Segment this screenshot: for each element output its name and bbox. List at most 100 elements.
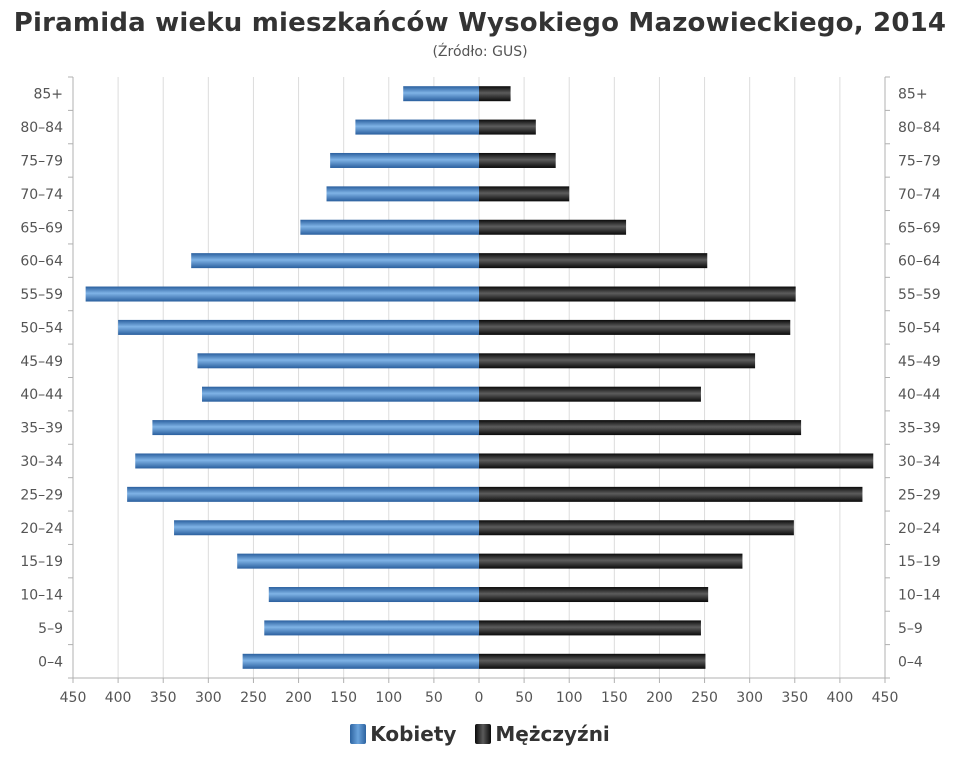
bar-female[interactable] [268, 587, 479, 603]
bar-male[interactable] [479, 620, 701, 636]
bar-male[interactable] [479, 253, 708, 269]
y-tick-label-right: 75–79 [898, 153, 941, 169]
y-tick-label-left: 40–44 [20, 387, 63, 403]
bar-female[interactable] [355, 119, 479, 135]
legend-label-female: Kobiety [370, 722, 457, 746]
bar-male[interactable] [479, 86, 511, 102]
bar-female[interactable] [300, 219, 479, 235]
y-tick-label-right: 10–14 [898, 588, 941, 604]
y-tick-label-left: 10–14 [20, 588, 63, 604]
bar-female[interactable] [135, 453, 479, 469]
bar-male[interactable] [479, 653, 706, 669]
x-tick-label: 300 [195, 690, 222, 706]
x-tick-label: 150 [601, 690, 628, 706]
bar-female[interactable] [191, 253, 480, 269]
bar-female[interactable] [237, 553, 479, 569]
chart-subtitle: (Źródło: GUS) [432, 44, 528, 60]
x-tick-label: 250 [240, 690, 267, 706]
y-tick-label-right: 0–4 [898, 654, 923, 670]
y-tick-label-left: 65–69 [20, 220, 63, 236]
bar-male[interactable] [479, 386, 701, 402]
y-tick-label-left: 35–39 [20, 421, 63, 437]
tick-labels: 450 400 350 300 250 200 150 100 50 0 50 100 150 200 25… [20, 87, 940, 706]
bar-male[interactable] [479, 219, 627, 235]
x-tick-label: 200 [285, 690, 312, 706]
y-tick-label-right: 60–64 [898, 254, 941, 270]
x-tick-label: 200 [646, 690, 673, 706]
x-tick-label: 50 [425, 690, 443, 706]
bar-male[interactable] [479, 286, 796, 302]
bar-female[interactable] [242, 653, 479, 669]
y-tick-label-right: 55–59 [898, 287, 941, 303]
x-tick-label: 350 [150, 690, 177, 706]
y-tick-label-right: 15–19 [898, 554, 941, 570]
y-tick-label-left: 5–9 [38, 621, 63, 637]
bar-female[interactable] [264, 620, 479, 636]
x-tick-label: 100 [375, 690, 402, 706]
bar-female[interactable] [118, 319, 479, 335]
bar-female[interactable] [326, 186, 479, 202]
legend-swatch-male [475, 724, 492, 744]
bar-male[interactable] [479, 553, 743, 569]
legend-swatch-female [350, 724, 367, 744]
bar-female[interactable] [330, 152, 479, 168]
bar-male[interactable] [479, 486, 863, 502]
y-tick-label-left: 20–24 [20, 521, 63, 537]
x-tick-label: 350 [781, 690, 808, 706]
y-tick-label-left: 60–64 [20, 254, 63, 270]
x-tick-label: 300 [736, 690, 763, 706]
legend: Kobiety Mężczyźni [0, 722, 960, 749]
y-tick-label-right: 70–74 [898, 187, 941, 203]
bar-female[interactable] [403, 86, 479, 102]
bar-female[interactable] [85, 286, 480, 302]
y-tick-label-right: 50–54 [898, 320, 941, 336]
bar-female[interactable] [202, 386, 480, 402]
legend-item-male[interactable]: Mężczyźni [475, 722, 610, 746]
axes [68, 76, 890, 683]
y-tick-label-right: 65–69 [898, 220, 941, 236]
x-tick-label: 100 [556, 690, 583, 706]
legend-label-male: Mężczyźni [495, 722, 610, 746]
bar-male[interactable] [479, 520, 794, 536]
bars [85, 86, 874, 669]
y-tick-label-left: 50–54 [20, 320, 63, 336]
y-tick-label-right: 25–29 [898, 487, 941, 503]
y-tick-label-left: 15–19 [20, 554, 63, 570]
legend-item-female[interactable]: Kobiety [350, 722, 456, 746]
x-tick-label: 450 [60, 690, 87, 706]
bar-male[interactable] [479, 420, 802, 436]
bar-male[interactable] [479, 119, 536, 135]
x-tick-label: 50 [515, 690, 533, 706]
x-tick-label: 150 [330, 690, 357, 706]
y-tick-label-right: 40–44 [898, 387, 941, 403]
y-tick-label-left: 70–74 [20, 187, 63, 203]
y-tick-label-left: 45–49 [20, 354, 63, 370]
bar-female[interactable] [127, 486, 479, 502]
y-tick-label-right: 30–34 [898, 454, 941, 470]
bar-male[interactable] [479, 353, 756, 369]
y-tick-label-left: 0–4 [38, 654, 63, 670]
bar-male[interactable] [479, 453, 874, 469]
chart-title: Piramida wieku mieszkańców Wysokiego Maz… [13, 8, 947, 38]
y-tick-label-right: 45–49 [898, 354, 941, 370]
x-tick-label: 0 [475, 690, 484, 706]
y-tick-label-left: 55–59 [20, 287, 63, 303]
bar-male[interactable] [479, 319, 791, 335]
bar-female[interactable] [152, 420, 479, 436]
y-tick-label-right: 5–9 [898, 621, 923, 637]
y-tick-label-right: 80–84 [898, 120, 941, 136]
x-tick-label: 450 [872, 690, 899, 706]
y-tick-label-left: 75–79 [20, 153, 63, 169]
bar-male[interactable] [479, 152, 556, 168]
x-tick-label: 400 [827, 690, 854, 706]
x-tick-label: 400 [105, 690, 132, 706]
bar-male[interactable] [479, 186, 570, 202]
x-tick-label: 250 [691, 690, 718, 706]
bar-male[interactable] [479, 587, 709, 603]
y-tick-label-right: 35–39 [898, 421, 941, 437]
bar-female[interactable] [197, 353, 480, 369]
y-tick-label-left: 25–29 [20, 487, 63, 503]
y-tick-label-right: 85+ [898, 87, 928, 103]
bar-female[interactable] [174, 520, 479, 536]
